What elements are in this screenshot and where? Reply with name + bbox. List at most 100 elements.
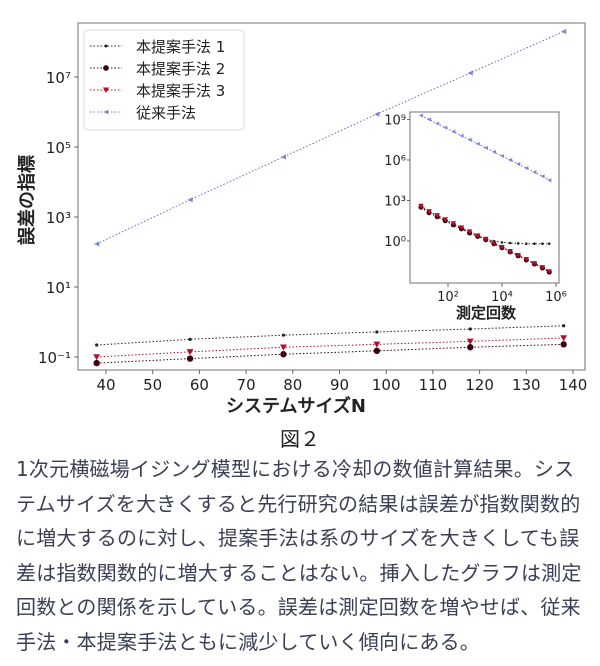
x-tick-label: 80 (283, 376, 302, 394)
data-point (418, 203, 424, 209)
data-point (434, 213, 440, 219)
data-point (104, 44, 108, 48)
data-point (499, 244, 505, 250)
series-line (96, 343, 564, 364)
data-point (546, 269, 552, 275)
data-point (280, 344, 287, 351)
data-point (459, 133, 464, 138)
data-point (466, 338, 474, 345)
legend-label: 従来手法 (136, 104, 196, 122)
y-tick-label: 10⁵ (46, 139, 71, 157)
legend-box (83, 29, 245, 131)
data-point (475, 141, 480, 146)
inset-x-tick-label: 10² (437, 290, 459, 305)
data-point (540, 174, 545, 179)
data-point (93, 354, 101, 361)
data-point (94, 241, 100, 247)
data-point (93, 359, 100, 367)
y-tick-label: 10⁷ (46, 69, 71, 87)
data-point (523, 257, 530, 262)
data-point (458, 225, 465, 231)
data-point (508, 157, 513, 163)
data-point (442, 217, 449, 223)
y-tick-label: 10³ (46, 209, 71, 227)
data-point (483, 145, 488, 150)
inset-x-tick-label: 10⁴ (491, 290, 513, 305)
inset-series-line (420, 206, 550, 273)
data-point (508, 241, 512, 245)
data-point (375, 330, 379, 334)
inset-frame (409, 111, 560, 284)
data-point (533, 242, 536, 245)
data-point (507, 248, 513, 254)
x-tick-label: 100 (372, 376, 401, 394)
inset-x-tick-label: 10⁶ (545, 290, 567, 305)
y-tick-label: 10¹ (46, 279, 71, 297)
data-point (531, 261, 538, 266)
data-point (499, 153, 505, 159)
y-tick-label: 10⁻¹ (38, 349, 71, 367)
data-point (467, 70, 473, 76)
x-axis-label: システムサイズN (226, 395, 366, 417)
data-point (467, 344, 474, 351)
data-point (95, 343, 99, 347)
x-tick-label: 60 (190, 376, 209, 394)
series-line (96, 31, 564, 245)
legend-label: 本提案手法 2 (136, 60, 225, 78)
data-point (103, 109, 109, 115)
legend-label: 本提案手法 1 (136, 38, 225, 56)
data-point (186, 355, 194, 362)
data-point (443, 125, 448, 130)
inset-y-tick-label: 10⁰ (384, 235, 406, 250)
figure-caption: 1次元横磁場イジング模型における冷却の数値計算結果。システムサイズを大きくすると… (16, 457, 582, 654)
data-point (562, 324, 566, 328)
chart: 40 50 60 70 80 90 100 110 120 130 140 10⁻¹ 10¹ 10³ 10⁵… (16, 22, 588, 417)
data-point (450, 221, 457, 227)
data-point (561, 28, 567, 35)
x-tick-label: 140 (559, 376, 588, 394)
inset-y-tick-label: 10⁹ (384, 114, 406, 129)
data-point (435, 121, 440, 126)
data-point (491, 149, 496, 154)
data-point (541, 242, 544, 245)
data-point (103, 65, 109, 71)
series-line (96, 325, 564, 346)
data-point (373, 341, 381, 348)
inset-x-axis-label: 測定回数 (456, 304, 517, 322)
data-point (281, 333, 286, 337)
data-point (516, 161, 521, 167)
data-point (516, 242, 520, 245)
series-line (96, 337, 564, 358)
x-tick-label: 50 (143, 376, 162, 394)
data-point (547, 242, 551, 245)
data-point (491, 240, 497, 246)
data-point (560, 341, 567, 348)
data-point (451, 129, 456, 134)
x-tick-label: 120 (465, 376, 494, 394)
x-tick-label: 90 (330, 376, 349, 394)
legend-label: 本提案手法 3 (136, 82, 225, 100)
data-point (102, 87, 110, 94)
inset-y-tick-label: 10³ (384, 195, 406, 210)
data-point (186, 349, 194, 356)
y-axis-label: 誤差の指標 (16, 155, 38, 245)
data-point (525, 242, 528, 245)
data-point (547, 178, 552, 183)
data-point (426, 209, 432, 215)
data-point (532, 170, 537, 175)
data-point (524, 166, 529, 171)
inset-series-line (420, 205, 550, 272)
figure-label: 図２ (280, 427, 320, 451)
x-tick-label: 70 (237, 376, 256, 394)
data-point (418, 113, 424, 118)
data-point (539, 265, 546, 271)
legend: 本提案手法 1 本提案手法 2 本提案手法 3 従来手法 (83, 29, 245, 131)
inset-y-tick-label: 10⁶ (384, 154, 406, 169)
data-point (187, 197, 193, 203)
data-point (474, 233, 481, 239)
data-point (515, 252, 521, 258)
data-point (373, 347, 381, 355)
data-point (374, 111, 380, 117)
data-point (427, 117, 432, 122)
data-point (467, 137, 472, 142)
